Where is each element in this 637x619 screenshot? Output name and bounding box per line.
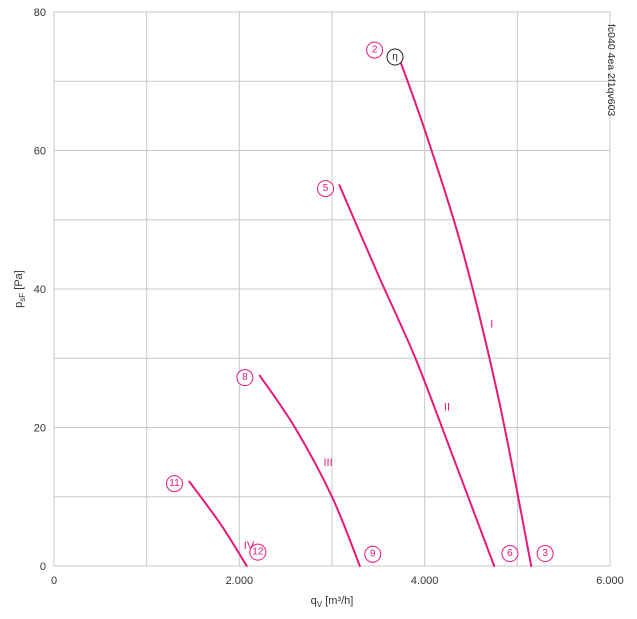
series-line-II — [338, 184, 496, 567]
x-tick-label: 0 — [51, 575, 57, 587]
series-label: I — [490, 319, 493, 331]
operating-point-marker: 8 — [236, 369, 254, 387]
series-label: III — [323, 457, 332, 469]
marker-label: 2 — [372, 45, 378, 56]
marker-label: 12 — [252, 547, 264, 558]
markers-group: 2 3 5 6 8 9 11 12 η — [165, 41, 554, 563]
marker-label: 8 — [242, 372, 248, 383]
marker-label: 3 — [542, 548, 548, 559]
operating-point-marker: 11 — [165, 475, 183, 493]
series-line-I — [397, 56, 533, 567]
operating-point-marker: 6 — [501, 545, 519, 563]
y-tick-label: 20 — [34, 423, 46, 435]
marker-circle — [236, 369, 254, 387]
marker-circle — [165, 475, 183, 493]
marker-circle — [536, 545, 554, 563]
series-line-III — [258, 374, 361, 567]
marker-label: 9 — [370, 549, 376, 560]
y-tick-label: 80 — [34, 7, 46, 19]
plot-frame — [53, 11, 611, 567]
marker-circle — [366, 41, 384, 59]
operating-point-marker: 9 — [364, 545, 382, 563]
marker-label: 5 — [323, 183, 329, 194]
marker-label: 6 — [507, 548, 513, 559]
marker-circle — [249, 543, 267, 561]
operating-point-marker: 5 — [317, 180, 335, 198]
axes: 0 2.000 4.000 6.000 0 20 40 60 80 — [34, 7, 624, 587]
y-tick-label: 60 — [34, 146, 46, 158]
x-axis-label-subscript: V — [317, 600, 323, 609]
y-axis-label-subscript: sF — [18, 293, 27, 302]
x-axis-label: qV [m³/h] — [311, 595, 354, 609]
grid — [53, 11, 611, 567]
operating-point-marker: 12 — [249, 543, 267, 561]
series-line-IV — [188, 480, 248, 567]
marker-circle — [501, 545, 519, 563]
y-tick-label: 0 — [40, 561, 46, 573]
x-tick-label: 4.000 — [411, 575, 439, 587]
x-axis-label-symbol: q — [311, 595, 317, 607]
efficiency-marker: η — [386, 48, 404, 66]
x-axis-label-unit: [m³/h] — [322, 595, 353, 607]
x-tick-label: 6.000 — [596, 575, 624, 587]
efficiency-marker-label: η — [392, 52, 398, 63]
y-axis-label-symbol: p — [13, 302, 25, 308]
y-axis-label-unit: [Pa] — [13, 270, 25, 293]
y-axis-label: psF [Pa] — [13, 270, 27, 308]
efficiency-marker-circle — [386, 48, 404, 66]
reference-code: fc040 4ea 2f1qv603 — [605, 24, 617, 116]
series-label: II — [444, 402, 450, 414]
marker-circle — [317, 180, 335, 198]
x-tick-label: 2.000 — [226, 575, 254, 587]
operating-point-marker: 2 — [366, 41, 384, 59]
marker-label: 11 — [169, 478, 180, 489]
series-label: IV — [244, 540, 255, 552]
operating-point-marker: 3 — [536, 545, 554, 563]
y-tick-label: 40 — [34, 284, 46, 296]
marker-circle — [364, 545, 382, 563]
